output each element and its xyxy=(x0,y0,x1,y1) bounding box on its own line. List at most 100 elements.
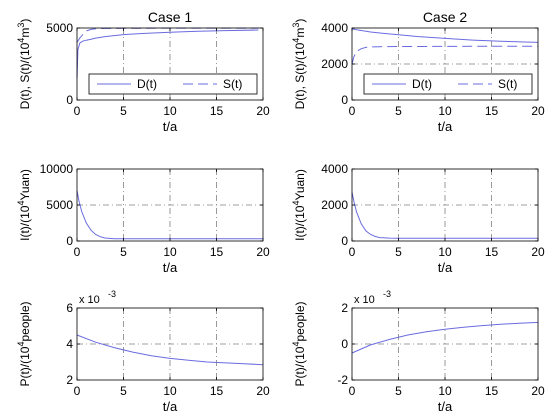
y-axis-label-part: D(t), S(t)/(10 xyxy=(293,42,307,109)
x-axis-label: t/a xyxy=(163,399,178,414)
legend-label: S(t) xyxy=(498,77,517,91)
x-tick-label: 0 xyxy=(349,384,356,398)
y-axis-label-part: ) xyxy=(293,301,307,305)
y-tick-label: -2 xyxy=(337,373,348,387)
panel-case2-mid: 0 5 10 15 20 0 2000 4000 t/a I(t)/(104Yuan) xyxy=(291,162,545,275)
x-tick-label: 10 xyxy=(163,384,177,398)
y-tick-label: 5000 xyxy=(46,198,73,212)
x-tick-label: 0 xyxy=(74,245,81,259)
x-tick-label: 15 xyxy=(210,245,224,259)
x-tick-label: 15 xyxy=(485,104,499,118)
x-axis-label: t/a xyxy=(438,119,453,134)
chart-title: Case 2 xyxy=(423,9,468,25)
y-axis-label-part: m xyxy=(18,28,32,38)
y-tick-label: 4000 xyxy=(321,21,348,35)
x-tick-label: 15 xyxy=(210,384,224,398)
y-axis-label-part: 3 xyxy=(291,23,301,28)
y-tick-label: 2 xyxy=(341,301,348,315)
y-tick-label: 2 xyxy=(66,373,73,387)
y-axis-label-part: 4 xyxy=(291,201,301,206)
series-line-0 xyxy=(76,334,264,366)
legend-box xyxy=(88,73,258,95)
x-tick-label: 5 xyxy=(395,384,402,398)
series-line-dt xyxy=(76,29,259,79)
y-axis-label-part: I(t)/(10 xyxy=(18,205,32,241)
y-axis-label-part: I(t)/(10 xyxy=(293,205,307,241)
y-axis-label-part: 4 xyxy=(16,201,26,206)
series-line-0 xyxy=(76,190,263,240)
y-axis-label-part: m xyxy=(293,28,307,38)
legend: D(t) S(t) xyxy=(88,73,258,95)
y-axis-label-part: ) xyxy=(18,19,32,23)
x-tick-label: 10 xyxy=(438,104,452,118)
series-line-0 xyxy=(351,321,539,354)
x-tick-label: 10 xyxy=(438,384,452,398)
y-axis-label-part: 4 xyxy=(291,342,301,347)
x-tick-label: 15 xyxy=(210,104,224,118)
y-tick-label: 2000 xyxy=(321,198,348,212)
y-tick-label: 0 xyxy=(341,234,348,248)
y-tick-label: 4000 xyxy=(321,162,348,176)
y-tick-label: 5000 xyxy=(46,21,73,35)
y-axis-label-part: P(t)/(10 xyxy=(293,346,307,386)
y-axis-label-part: ) xyxy=(293,19,307,23)
x-axis-label: t/a xyxy=(438,399,453,414)
x-tick-label: 5 xyxy=(395,104,402,118)
x-tick-label: 10 xyxy=(163,245,177,259)
x-axis-label: t/a xyxy=(163,119,178,134)
y-axis-label-part: 4 xyxy=(16,342,26,347)
panel-case1-top: 0 5 10 15 20 0 5000 t/a Case 1 D(t), S(t)/(104m3)… xyxy=(16,9,270,134)
x-tick-label: 10 xyxy=(438,245,452,259)
y-axis-multiplier-exponent: -3 xyxy=(108,289,116,299)
x-tick-label: 20 xyxy=(256,384,270,398)
y-axis-label: I(t)/(104Yuan) xyxy=(16,169,32,241)
x-tick-label: 10 xyxy=(163,104,177,118)
x-axis-label: t/a xyxy=(438,260,453,275)
x-tick-label: 20 xyxy=(256,104,270,118)
legend-box xyxy=(363,73,533,95)
y-axis-label: P(t)/(104people) xyxy=(16,301,32,386)
y-axis-label-part: P(t)/(10 xyxy=(18,346,32,386)
y-axis-label: D(t), S(t)/(104m3) xyxy=(16,19,32,110)
series-line-dt xyxy=(351,28,539,43)
y-axis-label: I(t)/(104Yuan) xyxy=(291,169,307,241)
x-tick-label: 15 xyxy=(485,245,499,259)
y-tick-label: 4 xyxy=(66,337,73,351)
y-axis-multiplier: x 10 xyxy=(79,294,100,306)
x-tick-label: 0 xyxy=(74,384,81,398)
y-axis-label-part: D(t), S(t)/(10 xyxy=(18,42,32,109)
x-tick-label: 0 xyxy=(349,245,356,259)
y-tick-label: 10000 xyxy=(40,162,74,176)
y-axis-multiplier-exponent: -3 xyxy=(383,289,391,299)
y-tick-label: 2000 xyxy=(321,57,348,71)
y-tick-label: 0 xyxy=(341,337,348,351)
y-tick-label: 6 xyxy=(66,301,73,315)
y-axis-label-part: 4 xyxy=(16,38,26,43)
y-axis-label: P(t)/(104people) xyxy=(291,301,307,386)
y-tick-label: 0 xyxy=(341,93,348,107)
x-tick-label: 20 xyxy=(256,245,270,259)
legend-label: S(t) xyxy=(223,77,242,91)
legend-label: D(t) xyxy=(412,77,432,91)
y-axis-multiplier: x 10 xyxy=(354,294,375,306)
y-tick-label: 0 xyxy=(66,93,73,107)
x-tick-label: 15 xyxy=(485,384,499,398)
series-line-0 xyxy=(351,192,538,239)
panel-case1-mid: 0 5 10 15 20 0 5000 10000 t/a I(t)/(104Yuan) xyxy=(16,162,270,275)
legend-label: D(t) xyxy=(137,77,157,91)
y-axis-label: D(t), S(t)/(104m3) xyxy=(291,19,307,110)
y-axis-label-part: 3 xyxy=(16,23,26,28)
x-tick-label: 5 xyxy=(120,384,127,398)
x-tick-label: 5 xyxy=(120,104,127,118)
y-axis-label-part: people xyxy=(18,305,32,341)
chart-title: Case 1 xyxy=(148,9,193,25)
y-axis-label-part: Yuan xyxy=(18,173,32,200)
panel-case2-top: 0 5 10 15 20 0 2000 4000 t/a Case 2 D(t), S(t)/(10… xyxy=(291,9,545,134)
y-axis-label-part: ) xyxy=(18,301,32,305)
y-axis-label-part: 4 xyxy=(291,38,301,43)
x-tick-label: 0 xyxy=(74,104,81,118)
